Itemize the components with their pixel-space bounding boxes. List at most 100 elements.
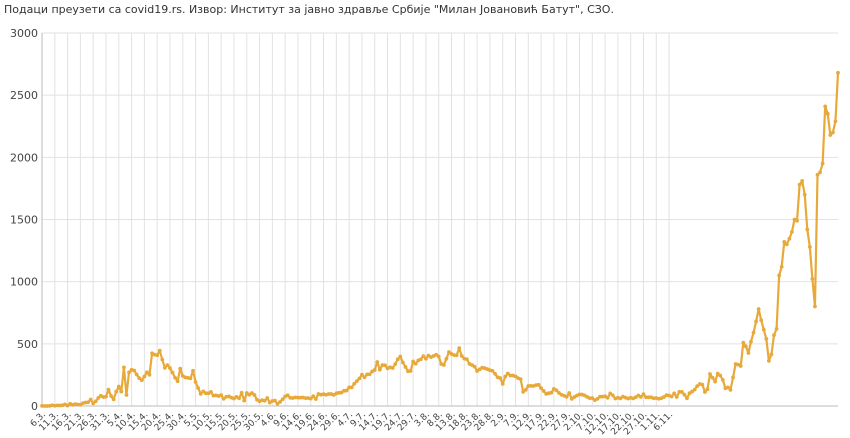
data-point — [779, 264, 784, 269]
data-point — [833, 119, 838, 124]
data-point — [193, 380, 198, 384]
data-point — [278, 400, 282, 404]
data-point — [188, 376, 193, 381]
data-point — [160, 357, 165, 362]
data-point — [86, 400, 90, 405]
data-point — [436, 354, 441, 359]
data-point — [472, 364, 477, 369]
data-point — [746, 351, 751, 355]
data-point — [761, 327, 766, 332]
data-point — [818, 170, 822, 175]
data-point — [168, 366, 172, 370]
data-point — [173, 375, 177, 380]
data-point — [134, 372, 139, 377]
data-point — [119, 389, 124, 394]
data-point — [360, 372, 364, 377]
x-axis-ticks: 6.3.11.3.16.3.21.3.26.3.31.3.5.4.10.4.15… — [29, 410, 675, 437]
data-point — [344, 388, 349, 393]
data-point — [764, 336, 769, 341]
data-point — [349, 385, 354, 390]
data-point — [178, 366, 183, 371]
data-point — [175, 379, 180, 384]
y-tick-label: 2000 — [10, 151, 38, 164]
data-point — [813, 304, 817, 309]
data-point — [692, 387, 697, 392]
data-point — [639, 395, 643, 399]
data-point — [641, 392, 646, 397]
data-point — [754, 319, 758, 324]
data-point — [541, 389, 546, 393]
data-point — [500, 381, 505, 386]
data-point — [137, 376, 142, 381]
data-point — [720, 377, 725, 382]
data-point — [219, 393, 224, 398]
grid-lines — [41, 32, 838, 407]
data-point — [672, 391, 677, 396]
data-point — [162, 365, 167, 370]
data-point — [810, 277, 815, 281]
data-point — [313, 397, 318, 401]
data-point — [782, 239, 787, 244]
data-point — [104, 394, 108, 399]
data-point — [836, 70, 840, 75]
data-point — [503, 374, 508, 379]
data-point — [457, 346, 462, 351]
data-point — [759, 318, 764, 323]
data-point — [96, 396, 101, 400]
data-point — [454, 353, 459, 358]
data-point — [490, 368, 495, 373]
data-point — [710, 375, 715, 380]
data-point — [590, 396, 595, 401]
data-point — [774, 327, 779, 331]
data-point — [505, 371, 510, 376]
data-point — [825, 111, 830, 116]
data-point — [352, 381, 357, 386]
y-tick-label: 3000 — [10, 27, 38, 40]
data-point — [797, 182, 802, 187]
data-point — [610, 393, 615, 398]
data-point — [713, 379, 718, 384]
data-point — [239, 390, 244, 395]
data-point — [111, 397, 116, 402]
data-point — [549, 390, 554, 395]
data-point — [139, 378, 144, 383]
data-point — [682, 392, 687, 397]
data-point — [390, 366, 395, 370]
data-point — [88, 397, 93, 402]
data-point — [741, 340, 746, 345]
data-point — [114, 389, 119, 394]
data-point — [354, 379, 359, 384]
data-point — [362, 375, 367, 380]
data-point — [393, 362, 398, 366]
data-point — [784, 242, 789, 247]
data-point — [523, 387, 528, 392]
y-tick-label: 0 — [31, 400, 38, 413]
data-point — [441, 363, 446, 367]
data-point — [700, 382, 705, 387]
y-tick-label: 1500 — [10, 214, 38, 227]
data-point — [383, 363, 387, 368]
data-point — [820, 161, 825, 166]
data-point — [498, 376, 503, 380]
data-point — [377, 367, 382, 372]
data-point — [191, 368, 195, 373]
data-point — [127, 370, 131, 375]
data-point — [132, 368, 137, 373]
data-point — [421, 354, 426, 359]
data-point — [536, 382, 541, 387]
data-point — [155, 353, 160, 358]
data-point — [802, 192, 807, 197]
data-point — [695, 384, 700, 389]
data-point — [807, 244, 812, 249]
data-point — [493, 371, 497, 376]
y-tick-label: 1000 — [10, 276, 38, 289]
data-point — [766, 358, 771, 363]
data-point — [116, 384, 121, 389]
data-point — [447, 350, 451, 354]
data-point — [400, 360, 405, 365]
data-point — [403, 365, 408, 369]
data-point — [252, 393, 257, 397]
data-point — [815, 172, 820, 177]
data-point — [679, 390, 684, 394]
